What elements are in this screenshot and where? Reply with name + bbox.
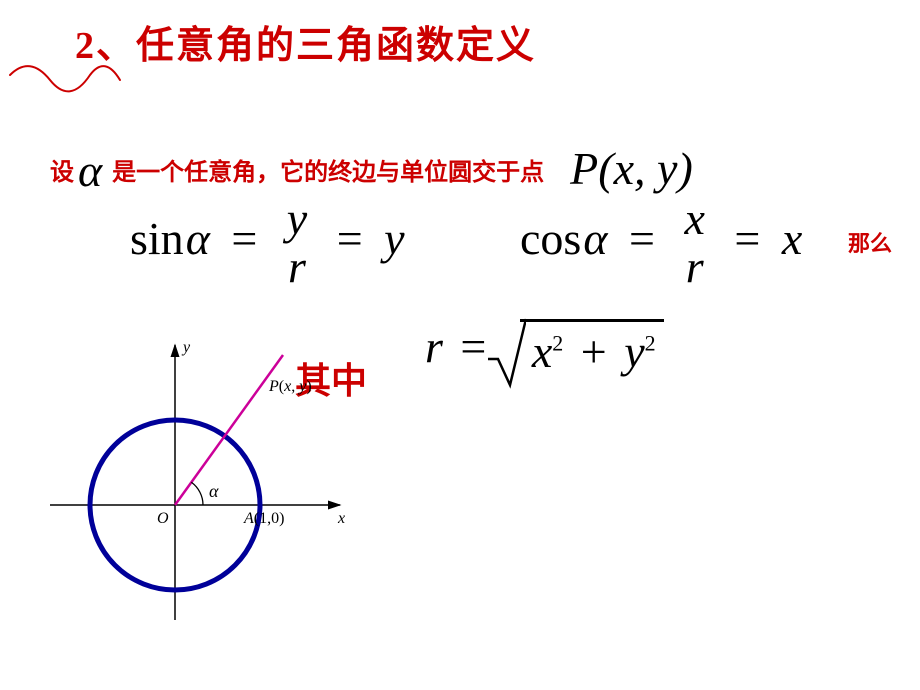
sin-eq2: = [337, 213, 363, 264]
cos-num: x [676, 195, 712, 243]
alpha-symbol: α [78, 145, 102, 196]
sqrt-content: x2 + y2 [520, 319, 664, 377]
sqrt-expression: x2 + y2 [504, 325, 664, 378]
sin-func: sin [130, 213, 184, 264]
unit-circle-diagram: y x O P(x, y) A(1,0) α [40, 340, 360, 630]
r-eq-sign: = [460, 321, 486, 372]
point-p: P(x, y) [570, 143, 693, 194]
r-plus: + [581, 326, 607, 377]
cos-eq2: = [734, 213, 760, 264]
cos-den: r [676, 243, 712, 291]
sin-den: r [279, 243, 315, 291]
cos-result: x [782, 213, 802, 264]
sqrt-radical-icon [486, 315, 526, 393]
cos-fraction: x r [676, 195, 712, 292]
sin-fraction: y r [279, 195, 315, 292]
definition-sentence: 设 α 是一个任意角，它的终边与单位圆交于点 P(x, y) [50, 138, 890, 198]
cos-func: cos [520, 213, 581, 264]
sin-equation: sinα = y r = y [130, 195, 405, 292]
cos-arg: α [583, 213, 607, 264]
svg-text:P(x, y): P(x, y) [268, 378, 312, 395]
cos-equation: cosα = x r = x [520, 195, 802, 292]
sin-result: y [384, 213, 404, 264]
mid-label: 是一个任意角，它的终边与单位圆交于点 [112, 159, 544, 186]
svg-text:α: α [209, 481, 219, 501]
r-y-pow: 2 [645, 331, 656, 356]
r-lhs: r [425, 321, 443, 372]
name-label: 那么 [848, 226, 892, 258]
svg-text:x: x [337, 510, 345, 527]
cos-eq-sign: = [629, 213, 655, 264]
she-label: 设 [50, 159, 74, 186]
squiggle-decoration [0, 55, 150, 115]
sin-num: y [279, 195, 315, 243]
svg-text:y: y [181, 340, 191, 356]
sin-arg: α [186, 213, 210, 264]
r-y: y [624, 326, 644, 377]
r-x: x [532, 326, 552, 377]
r-equation: r = x2 + y2 [425, 320, 664, 378]
r-x-pow: 2 [552, 331, 563, 356]
sin-eq-sign: = [231, 213, 257, 264]
svg-text:O: O [157, 510, 169, 527]
svg-text:A(1,0): A(1,0) [243, 510, 284, 527]
